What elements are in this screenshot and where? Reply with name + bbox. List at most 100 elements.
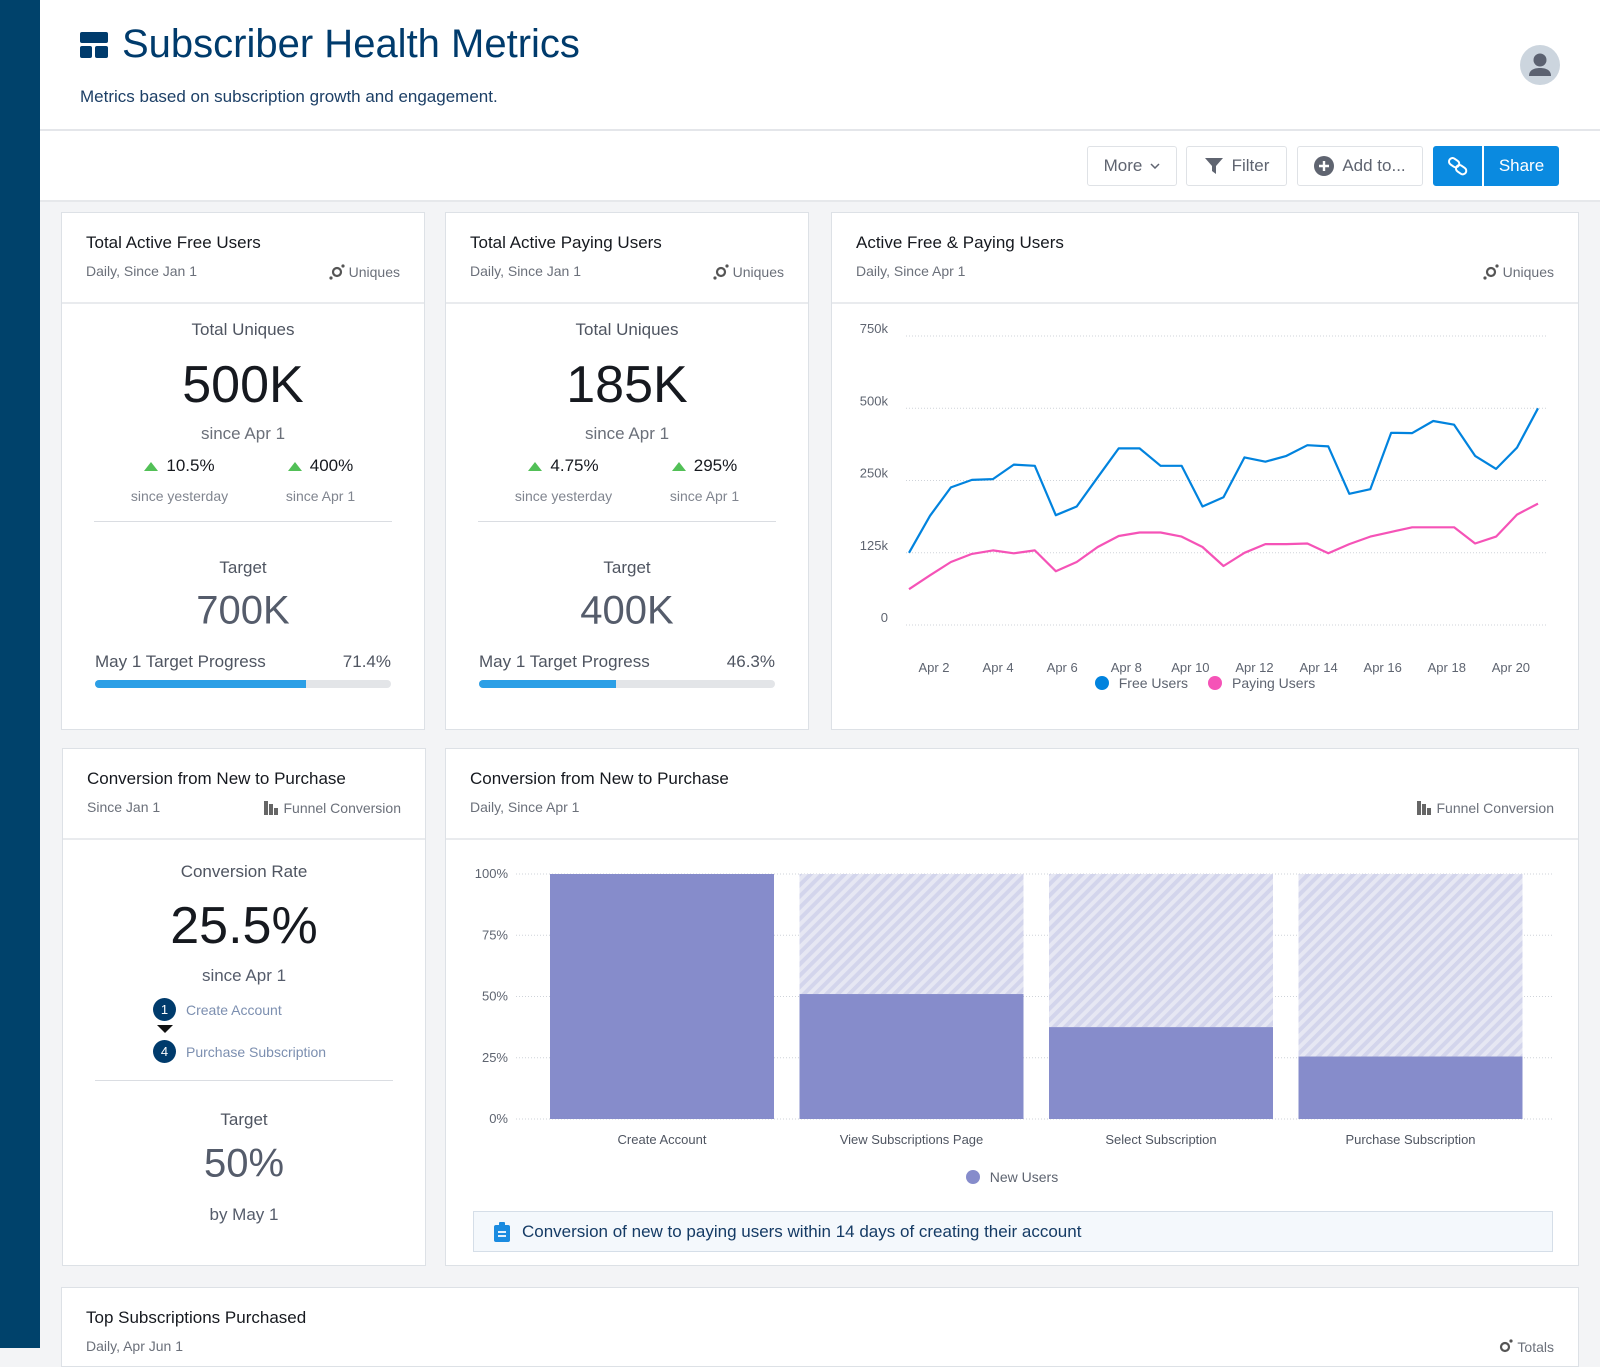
x-tick-label: Apr 16 (1364, 660, 1402, 675)
legend-label: New Users (989, 1169, 1059, 1185)
card-paying-users: Total Active Paying Users Daily, Since J… (445, 212, 809, 730)
uniques-icon (713, 264, 729, 280)
card-conversion-rate: Conversion from New to Purchase Since Ja… (62, 748, 426, 1266)
x-tick-label: Purchase Subscription (1345, 1132, 1475, 1147)
card-title: Active Free & Paying Users (856, 233, 1064, 252)
chart-type: Funnel Conversion (1416, 800, 1554, 816)
progress-bar (95, 680, 391, 688)
funnel-chart-icon (1417, 801, 1432, 815)
card-title: Conversion from New to Purchase (470, 769, 729, 788)
stat: 4.75% since yesterday (515, 456, 612, 504)
card-header: Total Active Free Users Daily, Since Jan… (62, 213, 424, 304)
card-subtitle: Since Jan 1 (87, 799, 161, 815)
chart-type-label: Uniques (732, 264, 784, 280)
card-subtitle: Daily, Since Apr 1 (856, 263, 966, 279)
y-tick-label: 50% (482, 989, 508, 1004)
line-legend: Free Users Paying Users (832, 675, 1578, 691)
progress-fill (95, 680, 307, 688)
uniques-icon (1483, 264, 1499, 280)
chart-type-label: Funnel Conversion (283, 800, 401, 816)
line-chart: 0 125k 250k 500k 750k Apr 2 Apr 4 Apr 6 Apr 8 Apr… (860, 321, 1546, 675)
more-button[interactable]: More (1087, 146, 1177, 186)
legend-item-new-users[interactable]: New Users (965, 1169, 1059, 1185)
series-line-free-users (908, 407, 1539, 554)
x-tick-label: Apr 12 (1235, 660, 1273, 675)
stat-value: 4.75% (550, 456, 599, 475)
y-tick-label: 500k (860, 393, 889, 408)
target-label: Target (220, 1110, 268, 1129)
card-top-subscriptions: Top Subscriptions Purchased Daily, Apr J… (61, 1287, 1579, 1367)
bar-chart: 0% 25% 50% 75% 100% Create Account View Subscr… (475, 866, 1552, 1147)
copy-link-button[interactable] (1433, 146, 1482, 186)
share-button[interactable]: Share (1484, 146, 1559, 186)
step-label: Create Account (186, 1001, 282, 1018)
link-icon (1447, 157, 1467, 176)
card-header: Total Active Paying Users Daily, Since J… (446, 213, 808, 304)
bar (799, 994, 1024, 1119)
target-value: 700K (196, 588, 290, 633)
card-title: Total Active Free Users (86, 233, 261, 252)
legend-item-paying-users[interactable]: Paying Users (1207, 675, 1316, 691)
card-header: Active Free & Paying Users Daily, Since … (832, 213, 1578, 304)
stat-label: since Apr 1 (669, 488, 740, 504)
stat-label: since yesterday (514, 488, 613, 504)
card-subtitle: Daily, Since Jan 1 (470, 263, 582, 279)
filter-label: Filter (1231, 156, 1270, 175)
user-icon (1529, 53, 1551, 76)
x-tick-label: View Subscriptions Page (840, 1132, 984, 1147)
metric-label: Total Uniques (575, 320, 679, 339)
target-value: 50% (203, 1141, 285, 1186)
progress-label: May 1 Target Progress (95, 652, 266, 671)
target-label: Target (219, 558, 267, 577)
metric-label: Total Uniques (191, 320, 295, 339)
card-title: Top Subscriptions Purchased (86, 1308, 307, 1327)
funnel-step: 1 Create Account (153, 998, 282, 1021)
chart-type: Uniques (1483, 264, 1554, 280)
chart-type: Uniques (329, 264, 400, 280)
progress-fill (479, 680, 617, 688)
totals-icon (1500, 1339, 1514, 1353)
series-line-paying-users (908, 502, 1539, 591)
metric-value: 500K (182, 356, 304, 414)
y-tick-label: 25% (482, 1050, 508, 1065)
legend-label: Paying Users (1231, 675, 1316, 691)
progress-label: May 1 Target Progress (479, 652, 650, 671)
card-subtitle: Daily, Apr Jun 1 (86, 1338, 184, 1354)
step-number: 1 (153, 998, 176, 1021)
stat: 10.5% since yesterday (131, 456, 228, 504)
legend-item-free-users[interactable]: Free Users (1094, 675, 1188, 691)
sidebar (0, 0, 40, 1348)
page-header: Subscriber Health Metrics Metrics based … (40, 0, 1600, 131)
metric-since: since Apr 1 (584, 424, 670, 443)
page-title: Subscriber Health Metrics (80, 22, 580, 67)
metric-value: 185K (566, 356, 688, 414)
chevron-down-icon (1150, 163, 1160, 169)
dashboard-icon (80, 31, 108, 58)
target-label: Target (603, 558, 651, 577)
card-funnel-chart: Conversion from New to Purchase Daily, S… (445, 748, 1579, 1266)
target-value: 400K (580, 588, 674, 633)
page-subtitle: Metrics based on subscription growth and… (80, 87, 498, 106)
x-tick-label: Apr 2 (918, 660, 949, 675)
metric-since: since Apr 1 (200, 424, 286, 443)
note-text: Conversion of new to paying users within… (522, 1221, 1082, 1241)
y-tick-label: 750k (860, 321, 889, 336)
filter-button[interactable]: Filter (1186, 146, 1287, 186)
legend-label: Free Users (1118, 675, 1188, 691)
card-header: Conversion from New to Purchase Since Ja… (63, 749, 425, 840)
legend-dot (965, 1170, 980, 1184)
avatar[interactable] (1520, 45, 1560, 85)
clipboard-icon (494, 1221, 510, 1242)
stat-value: 295% (693, 456, 738, 475)
up-triangle-icon (287, 461, 302, 471)
card-subtitle: Daily, Since Apr 1 (470, 799, 580, 815)
progress-label-row: May 1 Target Progress 46.3% (479, 652, 775, 672)
card-line-chart: Active Free & Paying Users Daily, Since … (831, 212, 1579, 730)
funnel-chart-icon (264, 801, 279, 815)
x-tick-label: Apr 8 (1111, 660, 1142, 675)
add-to-button[interactable]: Add to... (1297, 146, 1423, 186)
legend-dot (1094, 676, 1109, 690)
card-header: Conversion from New to Purchase Daily, S… (446, 749, 1578, 840)
card-title: Conversion from New to Purchase (87, 769, 346, 788)
stat-label: since Apr 1 (285, 488, 356, 504)
